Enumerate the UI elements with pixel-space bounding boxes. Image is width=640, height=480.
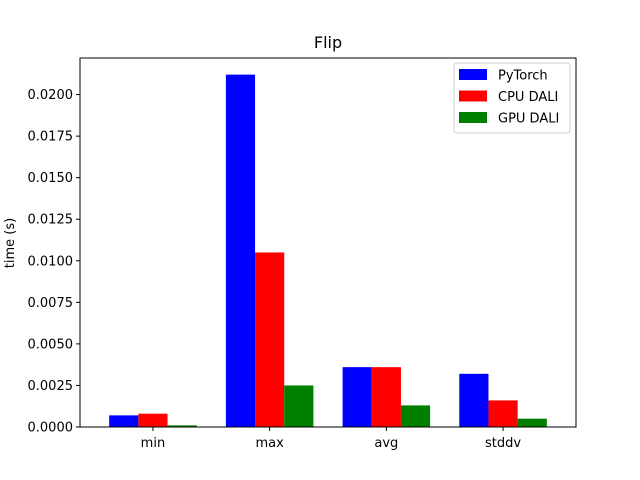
bar-gpu-dali-stddv	[517, 418, 547, 427]
legend-label: GPU DALI	[498, 112, 559, 127]
legend-swatch-pytorch	[459, 69, 487, 80]
x-tick-label: min	[141, 436, 166, 451]
bar-cpu-dali-max	[255, 252, 285, 427]
y-tick-label: 0.0100	[28, 254, 74, 269]
bar-pytorch-avg	[342, 367, 372, 427]
chart-title: Flip	[314, 33, 342, 52]
x-tick-label: stddv	[485, 436, 521, 451]
bar-pytorch-stddv	[459, 373, 489, 427]
legend-swatch-cpu-dali	[459, 90, 487, 102]
legend-label: PyTorch	[498, 69, 548, 84]
bar-gpu-dali-min	[167, 425, 197, 427]
legend-swatch-gpu-dali	[459, 112, 487, 123]
plot-frame	[79, 57, 577, 428]
bar-pytorch-max	[225, 74, 256, 428]
y-tick-label: 0.0025	[28, 379, 74, 394]
y-tick-label: 0.0175	[28, 130, 74, 145]
y-tick-label: 0.0200	[28, 88, 74, 103]
bar-gpu-dali-avg	[400, 405, 431, 427]
bar-cpu-dali-stddv	[488, 400, 518, 427]
legend: PyTorch CPU DALI GPU DALI	[453, 62, 571, 134]
x-axis-ticks: min max avg stddv	[141, 427, 521, 451]
bar-gpu-dali-max	[284, 385, 314, 427]
x-tick-label: avg	[374, 436, 398, 451]
y-axis-ticks: 0.0000 0.0025 0.0050 0.0075 0.0100 0.0125 0.01…	[28, 88, 80, 436]
y-tick-label: 0.0000	[28, 421, 74, 436]
y-tick-label: 0.0075	[28, 296, 74, 311]
y-axis-label: time (s)	[3, 218, 18, 268]
bars	[109, 74, 547, 428]
y-tick-label: 0.0050	[28, 337, 74, 352]
legend-label: CPU DALI	[498, 90, 558, 105]
bar-cpu-dali-min	[138, 413, 168, 427]
bar-cpu-dali-avg	[371, 367, 401, 427]
bar-pytorch-min	[109, 415, 139, 427]
x-tick-label: max	[255, 436, 284, 451]
y-tick-label: 0.0125	[28, 213, 74, 228]
y-tick-label: 0.0150	[28, 171, 74, 186]
